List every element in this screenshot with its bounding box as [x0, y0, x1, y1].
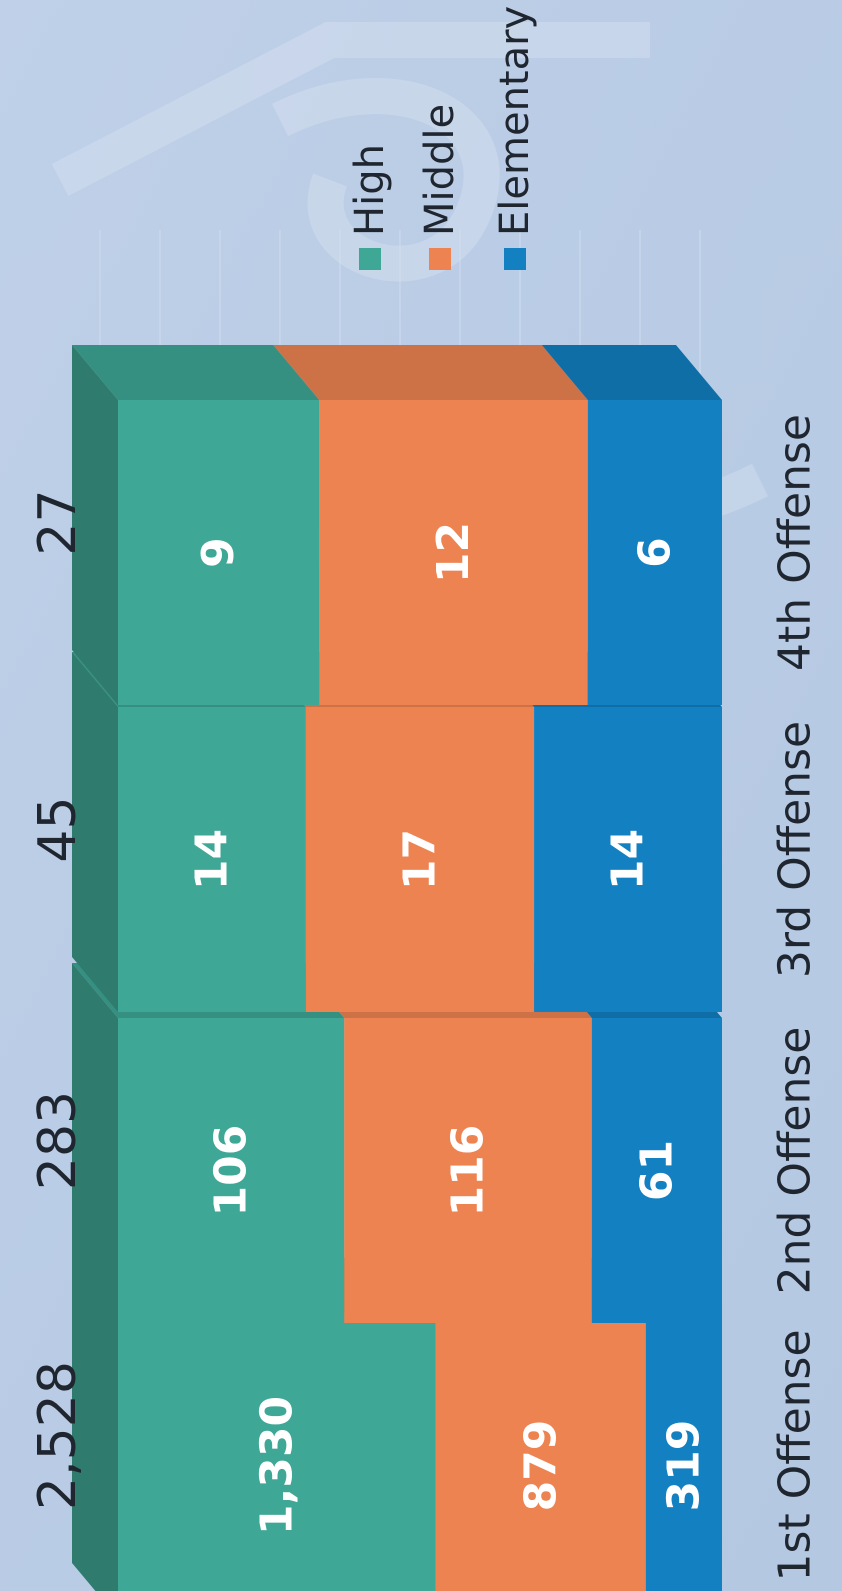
legend-label-high: High — [347, 144, 393, 236]
bar-side-face — [72, 1258, 118, 1591]
bar-value-label: 61 — [631, 1140, 682, 1201]
bar-value-label: 12 — [428, 522, 479, 583]
legend-swatch-elementary — [504, 248, 526, 270]
bar-2nd-offense-middle — [344, 1018, 592, 1323]
bar-side-face — [72, 963, 118, 1323]
bar-side-face — [72, 652, 118, 1012]
bar-value-label: 17 — [395, 829, 446, 890]
bar-4th-offense-high — [118, 400, 320, 705]
legend-label-elementary: Elementary — [492, 6, 538, 236]
bar-value-label: 116 — [443, 1125, 494, 1217]
bar-3rd-offense-high — [118, 707, 306, 1012]
bar-value-label: 879 — [515, 1420, 566, 1512]
bar-value-label: 9 — [193, 537, 244, 568]
bar-total-label: 283 — [28, 1091, 88, 1190]
legend-label-middle: Middle — [417, 104, 463, 236]
bars-group — [72, 345, 722, 1591]
category-tick-label: 4th Offense — [770, 414, 821, 671]
legend-swatch-middle — [429, 248, 451, 270]
bar-2nd-offense-elementary — [591, 1018, 722, 1323]
bar-1st-offense-middle — [435, 1313, 646, 1591]
bar-value-label: 1,330 — [251, 1396, 302, 1535]
bar-side-face — [72, 345, 118, 705]
bar-4th-offense-middle — [319, 400, 588, 705]
category-tick-label: 2nd Offense — [770, 1027, 821, 1295]
bar-total-label: 45 — [28, 796, 88, 862]
legend: High Middle Elementary — [347, 6, 538, 270]
bar-value-label: 6 — [629, 537, 680, 568]
legend-swatch-high — [359, 248, 381, 270]
bar-value-label: 14 — [186, 829, 237, 890]
bar-3rd-offense-middle — [305, 707, 535, 1012]
bar-value-label: 319 — [658, 1420, 709, 1512]
category-tick-label: 1st Offense — [770, 1329, 821, 1581]
bar-2nd-offense-high — [118, 1018, 345, 1323]
bar-value-label: 14 — [603, 829, 654, 890]
category-tick-label: 3rd Offense — [770, 721, 821, 978]
bar-total-label: 27 — [28, 489, 88, 555]
bar-4th-offense-elementary-top — [541, 345, 722, 400]
bar-value-label: 106 — [206, 1125, 257, 1217]
bar-4th-offense-elementary — [587, 400, 722, 705]
bar-1st-offense-elementary — [645, 1313, 722, 1591]
bar-total-label: 2,528 — [28, 1361, 88, 1510]
bar-4th-offense-high-top — [72, 345, 320, 400]
bar-1st-offense-high — [118, 1313, 436, 1591]
bar-4th-offense-middle-top — [273, 345, 588, 400]
labels-group: 1,330 879 319 2,528 1st Offense 106 116 61 283 2n… — [28, 414, 821, 1582]
bar-3rd-offense-elementary — [534, 707, 722, 1012]
